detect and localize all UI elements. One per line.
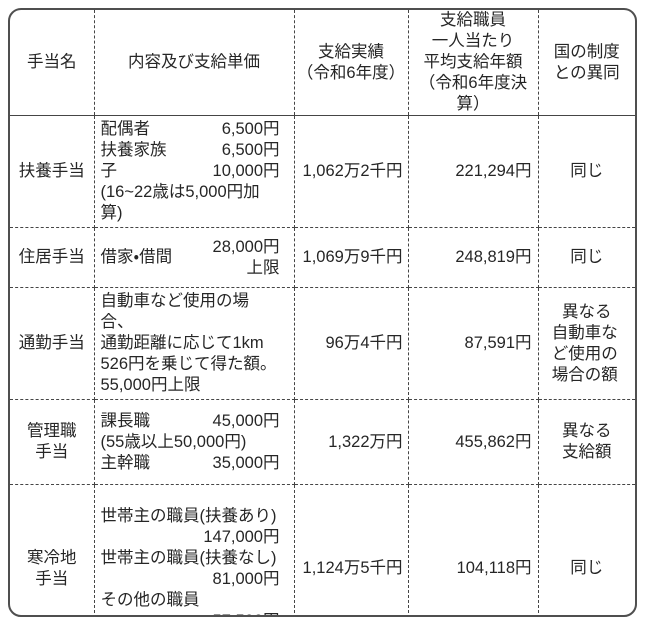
unit-price-label: 主幹職 <box>100 453 151 472</box>
amount-cell: 1,062万2千円 <box>293 115 409 228</box>
average-cell: 87,591円 <box>407 287 539 400</box>
content-cell: 自動車など使用の場合、 通勤距離に応じて1km 526円を乗じて得た額。 55,… <box>93 287 295 400</box>
average-cell: 221,294円 <box>407 115 539 228</box>
difference-detail: 支給額 <box>562 443 612 461</box>
table-row: 通勤手当 自動車など使用の場合、 通勤距離に応じて1km 526円を乗じて得た額… <box>10 287 635 400</box>
unit-price-value: 6,500円 <box>221 141 280 159</box>
table-row: 管理職 手当 課長職 45,000円 (55歳以上50,000円) 主幹職 35… <box>10 399 635 485</box>
unit-price-line: 扶養家族 6,500円 <box>101 140 280 161</box>
unit-price-line: 主幹職 35,000円 <box>101 453 280 474</box>
average-cell: 455,862円 <box>407 399 539 485</box>
unit-price-value: 81,000円 <box>212 569 280 588</box>
unit-price-value: 45,000円 <box>212 411 280 430</box>
unit-price-group: その他の職員 57,500円 <box>100 590 280 615</box>
allowance-name-cell: 扶養手当 <box>10 115 95 228</box>
unit-price-value: 57,500円 <box>101 611 280 615</box>
unit-price-note: (16~22歳は5,000円加算) <box>100 183 260 222</box>
amount-cell: 1,124万5千円 <box>293 484 409 615</box>
header-difference-from-national: 国の制度 との異同 <box>537 10 635 116</box>
unit-price-label: 配偶者 <box>100 120 151 138</box>
difference-status: 異なる <box>562 302 612 321</box>
unit-price-value: 10,000円 <box>212 162 280 180</box>
average-cell: 248,819円 <box>407 227 539 288</box>
difference-detail: 自動車など使用の場合の額 <box>551 323 618 384</box>
unit-price-value: 35,000円 <box>212 453 280 472</box>
allowance-name-cell: 通勤手当 <box>10 287 95 400</box>
table-row: 扶養手当 配偶者 6,500円 扶養家族 6,500円 子 10,000円 (1… <box>10 115 635 228</box>
table-row: 寒冷地 手当 世帯主の職員(扶養あり) 147,000円 世帯主の職員(扶養なし… <box>10 484 635 615</box>
amount-cell: 96万4千円 <box>293 287 409 400</box>
content-cell: 配偶者 6,500円 扶養家族 6,500円 子 10,000円 (16~22歳… <box>93 115 295 228</box>
unit-price-group: 世帯主の職員(扶養あり) 147,000円 <box>101 506 280 548</box>
header-content-unit-price: 内容及び支給単価 <box>93 10 295 116</box>
unit-price-group: 世帯主の職員(扶養なし) 81,000円 <box>101 548 280 590</box>
table-header-row: 手当名 内容及び支給単価 支給実績 （令和6年度） 支給職員 一人当たり 平均支… <box>10 10 635 116</box>
header-allowance-name: 手当名 <box>10 10 95 116</box>
unit-price-label: 課長職 <box>100 411 151 430</box>
unit-price-line: 配偶者 6,500円 <box>101 119 280 140</box>
unit-price-label: 世帯主の職員(扶養あり) <box>100 506 277 525</box>
unit-price-label: 借家・借間 <box>100 248 173 266</box>
allowance-table: 手当名 内容及び支給単価 支給実績 （令和6年度） 支給職員 一人当たり 平均支… <box>10 10 635 615</box>
unit-price-line: 課長職 45,000円 <box>101 411 280 432</box>
content-cell: 課長職 45,000円 (55歳以上50,000円) 主幹職 35,000円 <box>93 399 295 485</box>
content-cell: 借家・借間 28,000円 上限 <box>93 227 295 288</box>
allowance-name-cell: 寒冷地 手当 <box>10 484 95 615</box>
unit-price-value: 147,000円 <box>203 527 280 546</box>
difference-status: 異なる <box>562 422 612 440</box>
allowance-name-cell: 住居手当 <box>10 227 95 288</box>
unit-price-value: 6,500円 <box>221 120 280 138</box>
unit-price-label: その他の職員 <box>100 590 200 609</box>
allowance-table-container: 手当名 内容及び支給単価 支給実績 （令和6年度） 支給職員 一人当たり 平均支… <box>8 8 637 617</box>
difference-cell: 異なる 自動車など使用の場合の額 <box>537 287 635 400</box>
unit-price-label: 扶養家族 <box>100 141 167 159</box>
difference-cell: 同じ <box>537 115 635 228</box>
content-cell: 世帯主の職員(扶養あり) 147,000円 世帯主の職員(扶養なし) 81,00… <box>93 484 295 615</box>
unit-price-line: 借家・借間 28,000円 上限 <box>101 237 280 279</box>
difference-cell: 同じ <box>537 484 635 615</box>
unit-price-label: 子 <box>100 162 118 180</box>
difference-cell: 同じ <box>537 227 635 288</box>
unit-price-value: 28,000円 上限 <box>212 237 280 277</box>
average-cell: 104,118円 <box>407 484 539 615</box>
unit-price-label: 世帯主の職員(扶養なし) <box>100 548 277 567</box>
difference-cell: 異なる 支給額 <box>537 399 635 485</box>
header-payment-results: 支給実績 （令和6年度） <box>293 10 409 116</box>
header-average-per-employee: 支給職員 一人当たり 平均支給年額 （令和6年度決算） <box>407 10 539 116</box>
unit-price-description: 自動車など使用の場合、 通勤距離に応じて1km 526円を乗じて得た額。 55,… <box>100 292 277 394</box>
table-row: 住居手当 借家・借間 28,000円 上限 1,069万9千円 248,819円… <box>10 227 635 288</box>
allowance-name-cell: 管理職 手当 <box>10 399 95 485</box>
amount-cell: 1,322万円 <box>293 399 409 485</box>
unit-price-line: 子 10,000円 <box>101 161 280 182</box>
amount-cell: 1,069万9千円 <box>293 227 409 288</box>
unit-price-note: (55歳以上50,000円) <box>100 432 247 451</box>
